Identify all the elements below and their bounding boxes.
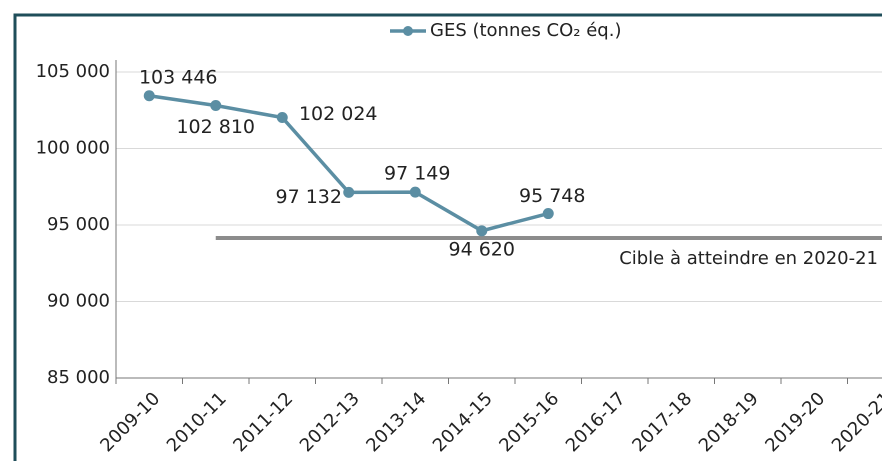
y-tick-label: 95 000 (47, 214, 110, 235)
data-label: 97 149 (384, 163, 450, 185)
data-label: 102 810 (176, 116, 255, 138)
point (210, 100, 222, 112)
y-tick-label: 100 000 (36, 138, 110, 159)
legend-label: GES (tonnes CO₂ éq.) (430, 20, 621, 41)
frame (13, 13, 882, 461)
data-label: 97 132 (276, 186, 342, 208)
legend-marker (403, 26, 413, 36)
point (276, 112, 288, 124)
data-label: 95 748 (519, 185, 585, 207)
point (143, 90, 155, 102)
y-tick-label: 105 000 (36, 61, 110, 82)
point (343, 186, 355, 198)
data-label: 94 620 (449, 238, 515, 260)
point (476, 225, 488, 237)
point (542, 208, 554, 220)
target-label: Cible à atteindre en 2020-21 (619, 248, 878, 269)
data-label: 102 024 (299, 103, 378, 125)
y-tick-label: 85 000 (47, 367, 110, 388)
y-tick-label: 90 000 (47, 291, 110, 312)
data-label: 103 446 (139, 66, 218, 88)
point (409, 186, 421, 198)
